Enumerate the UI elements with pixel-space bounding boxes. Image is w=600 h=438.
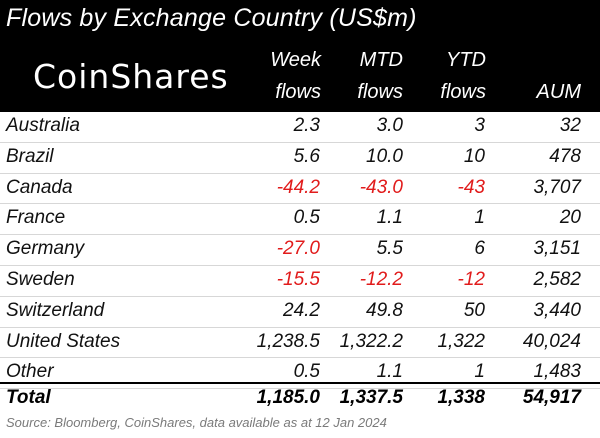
row-mtd-flows: 3.0: [376, 115, 403, 136]
column-header-mtd: MTD flows: [357, 44, 403, 108]
column-header-line1: [537, 44, 581, 76]
row-country: Brazil: [6, 145, 54, 167]
row-mtd-flows: 1.1: [376, 207, 403, 229]
table-row: Germany -27.0 5.5 6 3,151: [0, 235, 600, 266]
table-row: France 0.5 1.1 1 20: [0, 204, 600, 236]
source-note: Source: Bloomberg, CoinShares, data avai…: [6, 415, 387, 430]
row-aum: 2,582: [533, 268, 581, 290]
column-header-line2: flows: [275, 81, 321, 103]
row-ytd-flows: 1,322: [437, 330, 485, 352]
row-week-flows: -44.2: [276, 176, 320, 198]
row-week-flows: 5.6: [293, 145, 320, 167]
row-mtd-flows: -12.2: [359, 268, 403, 290]
row-week-flows: 1,238.5: [256, 330, 320, 352]
total-row: Total 1,185.0 1,337.5 1,338 54,917: [0, 382, 600, 414]
table-row: Sweden -15.5 -12.2 -12 2,582: [0, 266, 600, 297]
row-mtd-flows: -43.0: [359, 176, 403, 198]
row-week-flows: -15.5: [276, 268, 320, 290]
column-header-ytd: YTD flows: [440, 44, 486, 108]
row-country: Switzerland: [6, 299, 105, 321]
total-mtd-flows: 1,337.5: [339, 387, 403, 408]
column-header-line1: Week: [270, 49, 321, 71]
row-ytd-flows: -12: [457, 268, 485, 290]
table-row: Brazil 5.6 10.0 10 478: [0, 143, 600, 174]
row-aum: 3,151: [533, 238, 581, 260]
row-mtd-flows: 49.8: [366, 299, 403, 321]
row-aum: 1,483: [533, 361, 581, 383]
row-country: Other: [6, 361, 54, 383]
column-header-aum: AUM: [537, 44, 581, 108]
table-header: Flows by Exchange Country (US$m) CoinSha…: [0, 0, 600, 112]
table-row: Australia 2.3 3.0 3 32: [0, 112, 600, 143]
column-header-week: Week flows: [270, 44, 321, 108]
row-aum: 3,440: [533, 299, 581, 321]
row-ytd-flows: -43: [457, 176, 485, 198]
total-week-flows: 1,185.0: [256, 387, 320, 408]
table-row: United States 1,238.5 1,322.2 1,322 40,024: [0, 328, 600, 359]
column-header-line2: flows: [440, 81, 486, 103]
row-week-flows: 0.5: [293, 361, 320, 383]
row-week-flows: 2.3: [293, 115, 320, 136]
row-ytd-flows: 1: [474, 361, 485, 383]
coinshares-logo: CoinShares: [33, 57, 229, 96]
row-week-flows: 0.5: [293, 207, 320, 229]
column-header-line1: MTD: [359, 49, 403, 71]
total-aum: 54,917: [522, 387, 581, 408]
row-country: France: [6, 207, 66, 229]
row-mtd-flows: 1.1: [376, 361, 403, 383]
total-label: Total: [6, 387, 51, 408]
row-country: Germany: [6, 238, 85, 260]
row-aum: 40,024: [522, 330, 581, 352]
row-country: United States: [6, 330, 121, 352]
row-mtd-flows: 10.0: [366, 145, 403, 167]
table-title: Flows by Exchange Country (US$m): [6, 4, 417, 32]
row-aum: 478: [549, 145, 581, 167]
row-mtd-flows: 1,322.2: [339, 330, 403, 352]
total-ytd-flows: 1,338: [437, 387, 485, 408]
row-country: Sweden: [6, 268, 75, 290]
table-row: Switzerland 24.2 49.8 50 3,440: [0, 297, 600, 328]
row-week-flows: 24.2: [283, 299, 320, 321]
row-aum: 32: [559, 115, 581, 136]
row-ytd-flows: 1: [474, 207, 485, 229]
row-ytd-flows: 10: [463, 145, 485, 167]
table-row: Canada -44.2 -43.0 -43 3,707: [0, 174, 600, 205]
row-country: Australia: [6, 115, 80, 136]
row-ytd-flows: 6: [474, 238, 485, 260]
row-ytd-flows: 3: [474, 115, 485, 136]
row-country: Canada: [6, 176, 73, 198]
table-row: Other 0.5 1.1 1 1,483: [0, 358, 600, 390]
column-header-line1: YTD: [446, 49, 486, 71]
row-ytd-flows: 50: [463, 299, 485, 321]
column-header-line2: flows: [357, 81, 403, 103]
row-aum: 20: [559, 207, 581, 229]
column-header-line2: AUM: [536, 81, 581, 103]
table-body: Australia 2.3 3.0 3 32 Brazil 5.6 10.0 10 478 Cana…: [0, 112, 600, 390]
row-week-flows: -27.0: [276, 238, 320, 260]
row-aum: 3,707: [533, 176, 581, 198]
row-mtd-flows: 5.5: [376, 238, 403, 260]
